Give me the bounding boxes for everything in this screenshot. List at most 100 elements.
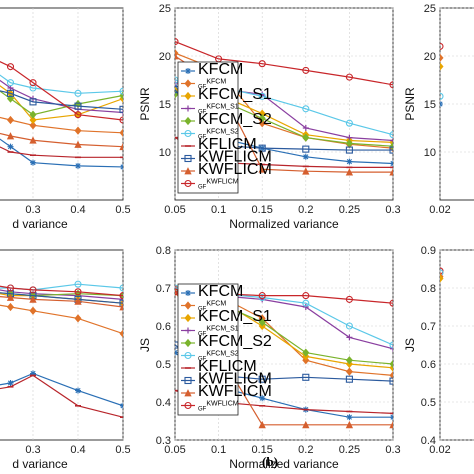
data-point <box>29 110 37 119</box>
legend-marker <box>185 327 191 334</box>
legend-marker <box>184 401 192 410</box>
data-point <box>119 329 123 338</box>
data-point <box>6 132 15 140</box>
legend-marker <box>184 376 192 385</box>
x-tick-label: 0.3 <box>385 444 400 456</box>
legend-marker <box>185 105 191 112</box>
data-point <box>74 314 82 323</box>
data-point <box>6 293 15 301</box>
x-tick-label: 0.05 <box>164 204 185 216</box>
data-point <box>119 142 123 151</box>
legend-entry: GFKWFLICM <box>198 401 239 413</box>
y-tick-label: 20 <box>159 51 171 63</box>
y-axis-label: JS <box>403 338 417 352</box>
legend-marker <box>184 154 192 163</box>
series-group <box>440 42 444 107</box>
data-point <box>389 420 393 429</box>
data-point <box>390 345 393 352</box>
data-point <box>119 116 123 124</box>
data-point <box>74 89 82 97</box>
legend-marker <box>184 129 192 138</box>
y-axis-label: PSNR <box>138 87 152 121</box>
legend-marker <box>184 351 192 360</box>
data-point <box>345 375 353 383</box>
data-point <box>29 79 37 87</box>
data-point <box>389 142 393 151</box>
data-point <box>7 143 14 150</box>
y-tick-label: 0.8 <box>421 283 436 295</box>
data-point <box>302 299 310 307</box>
data-point <box>175 349 178 356</box>
legend-entry: KWFLICM <box>198 383 272 400</box>
data-point <box>346 334 353 341</box>
data-point <box>302 292 310 300</box>
x-tick-label: 0.25 <box>339 444 360 456</box>
legend-marker <box>185 68 191 74</box>
data-point <box>345 73 353 81</box>
y-tick-label: 15 <box>424 99 436 111</box>
legend-entry: KFLICM <box>198 358 257 375</box>
data-point <box>258 293 266 302</box>
x-tick-label: 0.5 <box>115 444 130 456</box>
data-point <box>302 373 310 381</box>
series-line <box>0 285 123 297</box>
data-point <box>6 89 15 97</box>
legend-marker <box>184 313 192 323</box>
data-point <box>345 420 354 429</box>
data-point <box>6 284 15 292</box>
x-axis-label: d variance <box>12 457 68 471</box>
data-point <box>74 140 82 148</box>
data-point <box>440 62 444 71</box>
data-point <box>29 115 37 125</box>
data-point <box>29 84 37 92</box>
chart-top-left: 0.3 0.4 0.5 d variance <box>0 7 131 231</box>
data-point <box>258 165 266 173</box>
data-point <box>389 146 393 154</box>
data-point <box>390 414 393 421</box>
data-point <box>389 377 393 385</box>
y-tick-label: 0.7 <box>156 283 171 295</box>
series-line <box>0 90 123 110</box>
legend: KFCMGFKFCMKFCM_S1GFKFCM_S1KFCM_S2GFKFCM_… <box>177 61 272 194</box>
data-point <box>74 126 82 135</box>
data-point <box>302 66 310 74</box>
data-point <box>119 105 123 113</box>
data-point <box>74 102 82 110</box>
data-point <box>440 53 444 63</box>
data-point <box>6 115 15 125</box>
x-tick-label: 0.4 <box>70 204 85 216</box>
data-point <box>258 292 266 300</box>
data-point <box>346 414 353 421</box>
legend-entry: GFKFCM_S2 <box>198 129 239 141</box>
legend-marker <box>184 389 192 397</box>
series-line <box>0 74 123 94</box>
data-point <box>75 387 81 394</box>
data-point <box>119 303 123 311</box>
data-point <box>6 94 15 103</box>
legend-entry: GFKFCM_S1 <box>198 326 239 338</box>
data-point <box>389 131 393 139</box>
x-axis-label: Normalized variance <box>229 217 339 231</box>
x-tick-label: 0.15 <box>251 444 272 456</box>
chart-bottom-left: 0.3 0.4 0.5 d variance <box>0 249 131 471</box>
x-tick-label: 0.25 <box>339 204 360 216</box>
data-point <box>345 367 353 376</box>
data-point <box>302 420 310 429</box>
data-point <box>389 371 393 380</box>
legend-entry: GFKFCM_S1 <box>198 104 239 116</box>
data-point <box>440 42 444 50</box>
data-point <box>74 111 82 119</box>
data-point <box>302 125 309 131</box>
x-tick-label: 0.02 <box>429 444 450 456</box>
legend-entry: GFKFCM <box>198 301 226 313</box>
data-point <box>7 380 14 386</box>
data-point <box>258 119 266 128</box>
data-point <box>30 370 36 377</box>
legend-entry: KFCM_S1 <box>198 86 272 103</box>
data-point <box>120 402 123 409</box>
x-tick-label: 0.5 <box>115 204 130 216</box>
data-point <box>345 295 353 303</box>
data-point <box>29 286 37 294</box>
legend-entry: KFCM_S1 <box>198 308 272 325</box>
